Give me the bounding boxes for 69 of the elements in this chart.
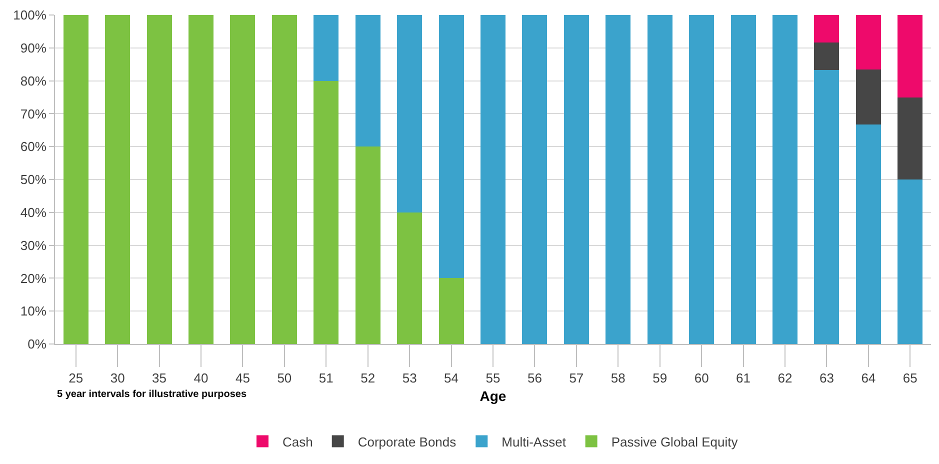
bar (188, 15, 214, 344)
bar (397, 15, 422, 212)
bar (814, 15, 840, 43)
y-tick-label: 100% (13, 8, 47, 23)
legend-label: Corporate Bonds (358, 434, 457, 450)
x-tick-label: 45 (235, 370, 250, 386)
legend-label: Cash (282, 434, 313, 450)
y-tick-label: 90% (20, 40, 47, 56)
y-tick-label: 40% (20, 204, 47, 220)
legend-label: Passive Global Equity (611, 434, 738, 450)
bar (522, 15, 548, 344)
x-tick-label: 50 (277, 370, 292, 386)
bar (898, 97, 923, 180)
bar (480, 15, 506, 344)
bar (314, 80, 339, 344)
x-tick-label: 54 (444, 370, 459, 386)
bar (856, 124, 881, 344)
bar (397, 212, 422, 344)
bar (146, 15, 172, 344)
bar (814, 42, 840, 70)
y-tick-label: 10% (20, 304, 47, 319)
x-tick-label: 57 (569, 370, 584, 386)
x-tick-label: 64 (861, 370, 876, 386)
x-tick-label: 53 (402, 370, 417, 386)
y-tick-label: 60% (20, 139, 47, 154)
x-tick-label: 35 (152, 370, 167, 386)
bar (355, 15, 380, 147)
text: 5 year intervals for illustrative purposes (57, 389, 247, 400)
x-tick-label: 60 (694, 370, 709, 386)
bar (606, 15, 631, 344)
bar (814, 70, 840, 344)
x-tick-label: 61 (736, 370, 751, 386)
y-tick-label: 70% (20, 106, 47, 122)
bar (272, 15, 297, 344)
x-tick-label: 59 (652, 370, 668, 386)
bar (856, 70, 881, 125)
bar (730, 15, 756, 344)
x-tick-label: 52 (360, 370, 376, 386)
x-tick-label: 30 (110, 370, 125, 386)
bar (63, 15, 88, 344)
x-tick-label: 63 (819, 370, 834, 386)
bar (898, 180, 923, 344)
y-tick-label: 0% (28, 336, 47, 352)
bar (689, 15, 714, 344)
y-tick-label: 80% (20, 73, 47, 88)
y-tick-label: 30% (20, 238, 47, 253)
bar (230, 15, 256, 344)
x-axis-title: Age (480, 388, 506, 404)
x-tick-label: 65 (902, 370, 918, 386)
x-tick-label: 51 (318, 370, 334, 386)
bar (898, 15, 923, 98)
bar (438, 278, 464, 344)
bar (647, 15, 672, 344)
x-tick-label: 55 (486, 370, 500, 386)
x-tick-label: 62 (778, 370, 792, 386)
x-tick-label: 25 (68, 370, 84, 386)
x-tick-label: 56 (527, 370, 542, 386)
bar (314, 15, 339, 81)
bar (355, 146, 380, 344)
bar (772, 15, 798, 344)
y-tick-label: 20% (20, 270, 47, 286)
bar (105, 15, 130, 344)
legend-label: Multi-Asset (502, 434, 566, 450)
x-tick-label: 58 (610, 370, 626, 386)
y-tick-label: 50% (20, 172, 47, 188)
bar (564, 15, 589, 344)
x-tick-label: 40 (194, 370, 208, 386)
bar (438, 15, 464, 278)
bar (856, 15, 881, 70)
